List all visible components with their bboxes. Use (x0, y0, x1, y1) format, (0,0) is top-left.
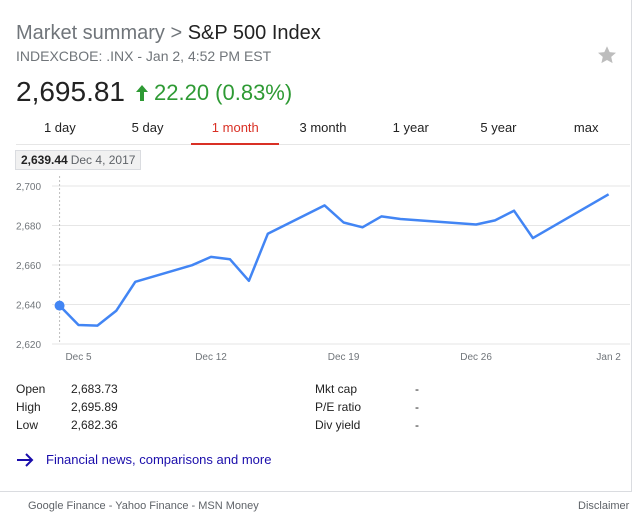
hover-point (54, 300, 65, 311)
tab-3-month[interactable]: 3 month (299, 120, 347, 135)
title-breadcrumb[interactable]: Market summary > (16, 22, 188, 44)
x-tick-label: Dec 5 (65, 352, 92, 363)
tab-1-year[interactable]: 1 year (392, 120, 429, 135)
tab-5-day[interactable]: 5 day (131, 120, 164, 135)
star-icon[interactable] (596, 44, 618, 66)
tab-1-month[interactable]: 1 month (191, 116, 279, 145)
stat-value: - (415, 400, 419, 414)
y-tick-label: 2,680 (16, 222, 41, 233)
title-index-name: S&P 500 Index (187, 22, 321, 44)
series-line (58, 193, 610, 327)
current-price: 2,695.81 (16, 76, 125, 107)
tooltip-value: 2,639.44 (21, 153, 68, 167)
stat-value: 2,683.73 (71, 382, 118, 396)
index-subtitle: INDEXCBOE: .INX - Jan 2, 4:52 PM EST (16, 48, 272, 64)
stats-left: Open 2,683.73 High 2,695.89 Low 2,682.36 (16, 380, 118, 434)
stat-label: Low (16, 418, 39, 432)
stat-label: High (16, 400, 41, 414)
range-tabs: 1 day 5 day 1 month 3 month 1 year 5 yea… (16, 116, 630, 145)
tab-max[interactable]: max (573, 120, 599, 135)
source-yahoo-finance[interactable]: Yahoo Finance (115, 500, 189, 512)
x-tick-label: Dec 19 (328, 352, 360, 363)
y-tick-label: 2,620 (16, 340, 41, 351)
y-tick-label: 2,660 (16, 261, 41, 272)
stat-row-pe-ratio: P/E ratio - (315, 398, 419, 416)
stat-label: Div yield (315, 418, 361, 432)
footer-disclaimer: Disclaimer (578, 500, 629, 512)
price-change: 22.20 (0.83%) (134, 80, 292, 106)
stat-value: 2,682.36 (71, 418, 118, 432)
price-chart[interactable]: 2,700 2,680 2,660 2,640 2,620 Dec 5 Dec 12 Dec … (0, 148, 637, 370)
source-msn-money[interactable]: MSN Money (198, 500, 259, 512)
stat-row-mkt-cap: Mkt cap - (315, 380, 419, 398)
tab-1-day[interactable]: 1 day (43, 120, 76, 135)
stat-row-div-yield: Div yield - (315, 416, 419, 434)
disclaimer-link[interactable]: Disclaimer (578, 500, 630, 512)
source-separator: - (105, 500, 116, 512)
stat-value: - (415, 382, 419, 396)
y-tick-label: 2,700 (16, 182, 41, 193)
source-google-finance[interactable]: Google Finance (28, 500, 106, 512)
x-tick-label: Dec 12 (195, 352, 227, 363)
arrow-up-icon (136, 85, 148, 101)
stat-value: 2,695.89 (71, 400, 118, 414)
x-tick-label: Dec 26 (460, 352, 492, 363)
stats-right: Mkt cap - P/E ratio - Div yield - (315, 380, 419, 434)
footer-sources: Google Finance - Yahoo Finance - MSN Mon… (28, 500, 259, 512)
stat-row-open: Open 2,683.73 (16, 380, 118, 398)
tooltip-date: Dec 4, 2017 (70, 153, 136, 167)
financial-news-label: Financial news, comparisons and more (46, 452, 272, 467)
source-separator: - (188, 500, 199, 512)
tab-5-year[interactable]: 5 year (480, 120, 517, 135)
market-summary-card: Market summary > S&P 500 Index INDEXCBOE… (0, 0, 632, 492)
price-change-value: 22.20 (0.83%) (154, 80, 293, 105)
stat-row-high: High 2,695.89 (16, 398, 118, 416)
financial-news-link[interactable]: Financial news, comparisons and more (16, 452, 271, 467)
stat-label: P/E ratio (315, 400, 362, 414)
stat-label: Mkt cap (315, 382, 358, 396)
chart-tooltip: 2,639.44 Dec 4, 2017 (15, 150, 142, 170)
page-title: Market summary > S&P 500 Index (16, 22, 321, 45)
stat-value: - (415, 418, 419, 432)
stat-label: Open (16, 382, 46, 396)
x-tick-label: Jan 2 (596, 352, 621, 363)
arrow-right-icon (17, 452, 34, 467)
stat-row-low: Low 2,682.36 (16, 416, 118, 434)
y-tick-label: 2,640 (16, 301, 41, 312)
